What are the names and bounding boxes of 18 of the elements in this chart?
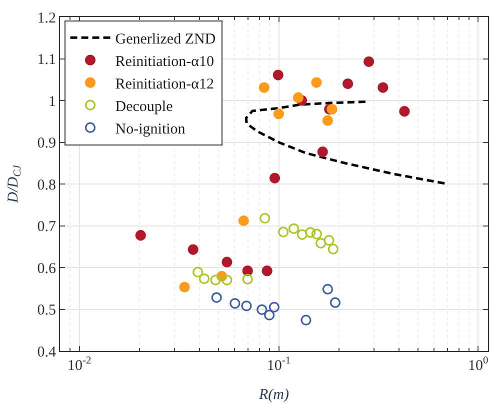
y-tick-label: 0.9 <box>37 136 56 152</box>
y-tick-label: 1.2 <box>37 10 56 26</box>
x-tick-label: 10$^{-1}$ <box>266 356 291 374</box>
x-tick-label: 10$^{0}$ <box>468 356 488 374</box>
y-tick-label: 1.1 <box>37 52 56 68</box>
legend-label: No-ignition <box>115 121 186 138</box>
y-tick-label: 0.7 <box>37 219 56 235</box>
legend-label: Decouple <box>115 98 174 115</box>
y-tick-label: 0.5 <box>37 302 56 318</box>
y-tick-label: 0.6 <box>37 260 56 277</box>
x-tick-label: 10$^{-2}$ <box>67 356 92 374</box>
y-tick-label: 0.8 <box>37 177 56 194</box>
x-axis-title: R(m) <box>258 387 289 403</box>
legend-label: Generlized ZND <box>115 31 216 48</box>
legend-label: Reinitiation-α12 <box>115 76 214 92</box>
legend-label: Reinitiation-α10 <box>115 54 214 70</box>
y-tick-label: 0.4 <box>37 344 56 360</box>
y-tick-label: 1 <box>48 94 56 110</box>
